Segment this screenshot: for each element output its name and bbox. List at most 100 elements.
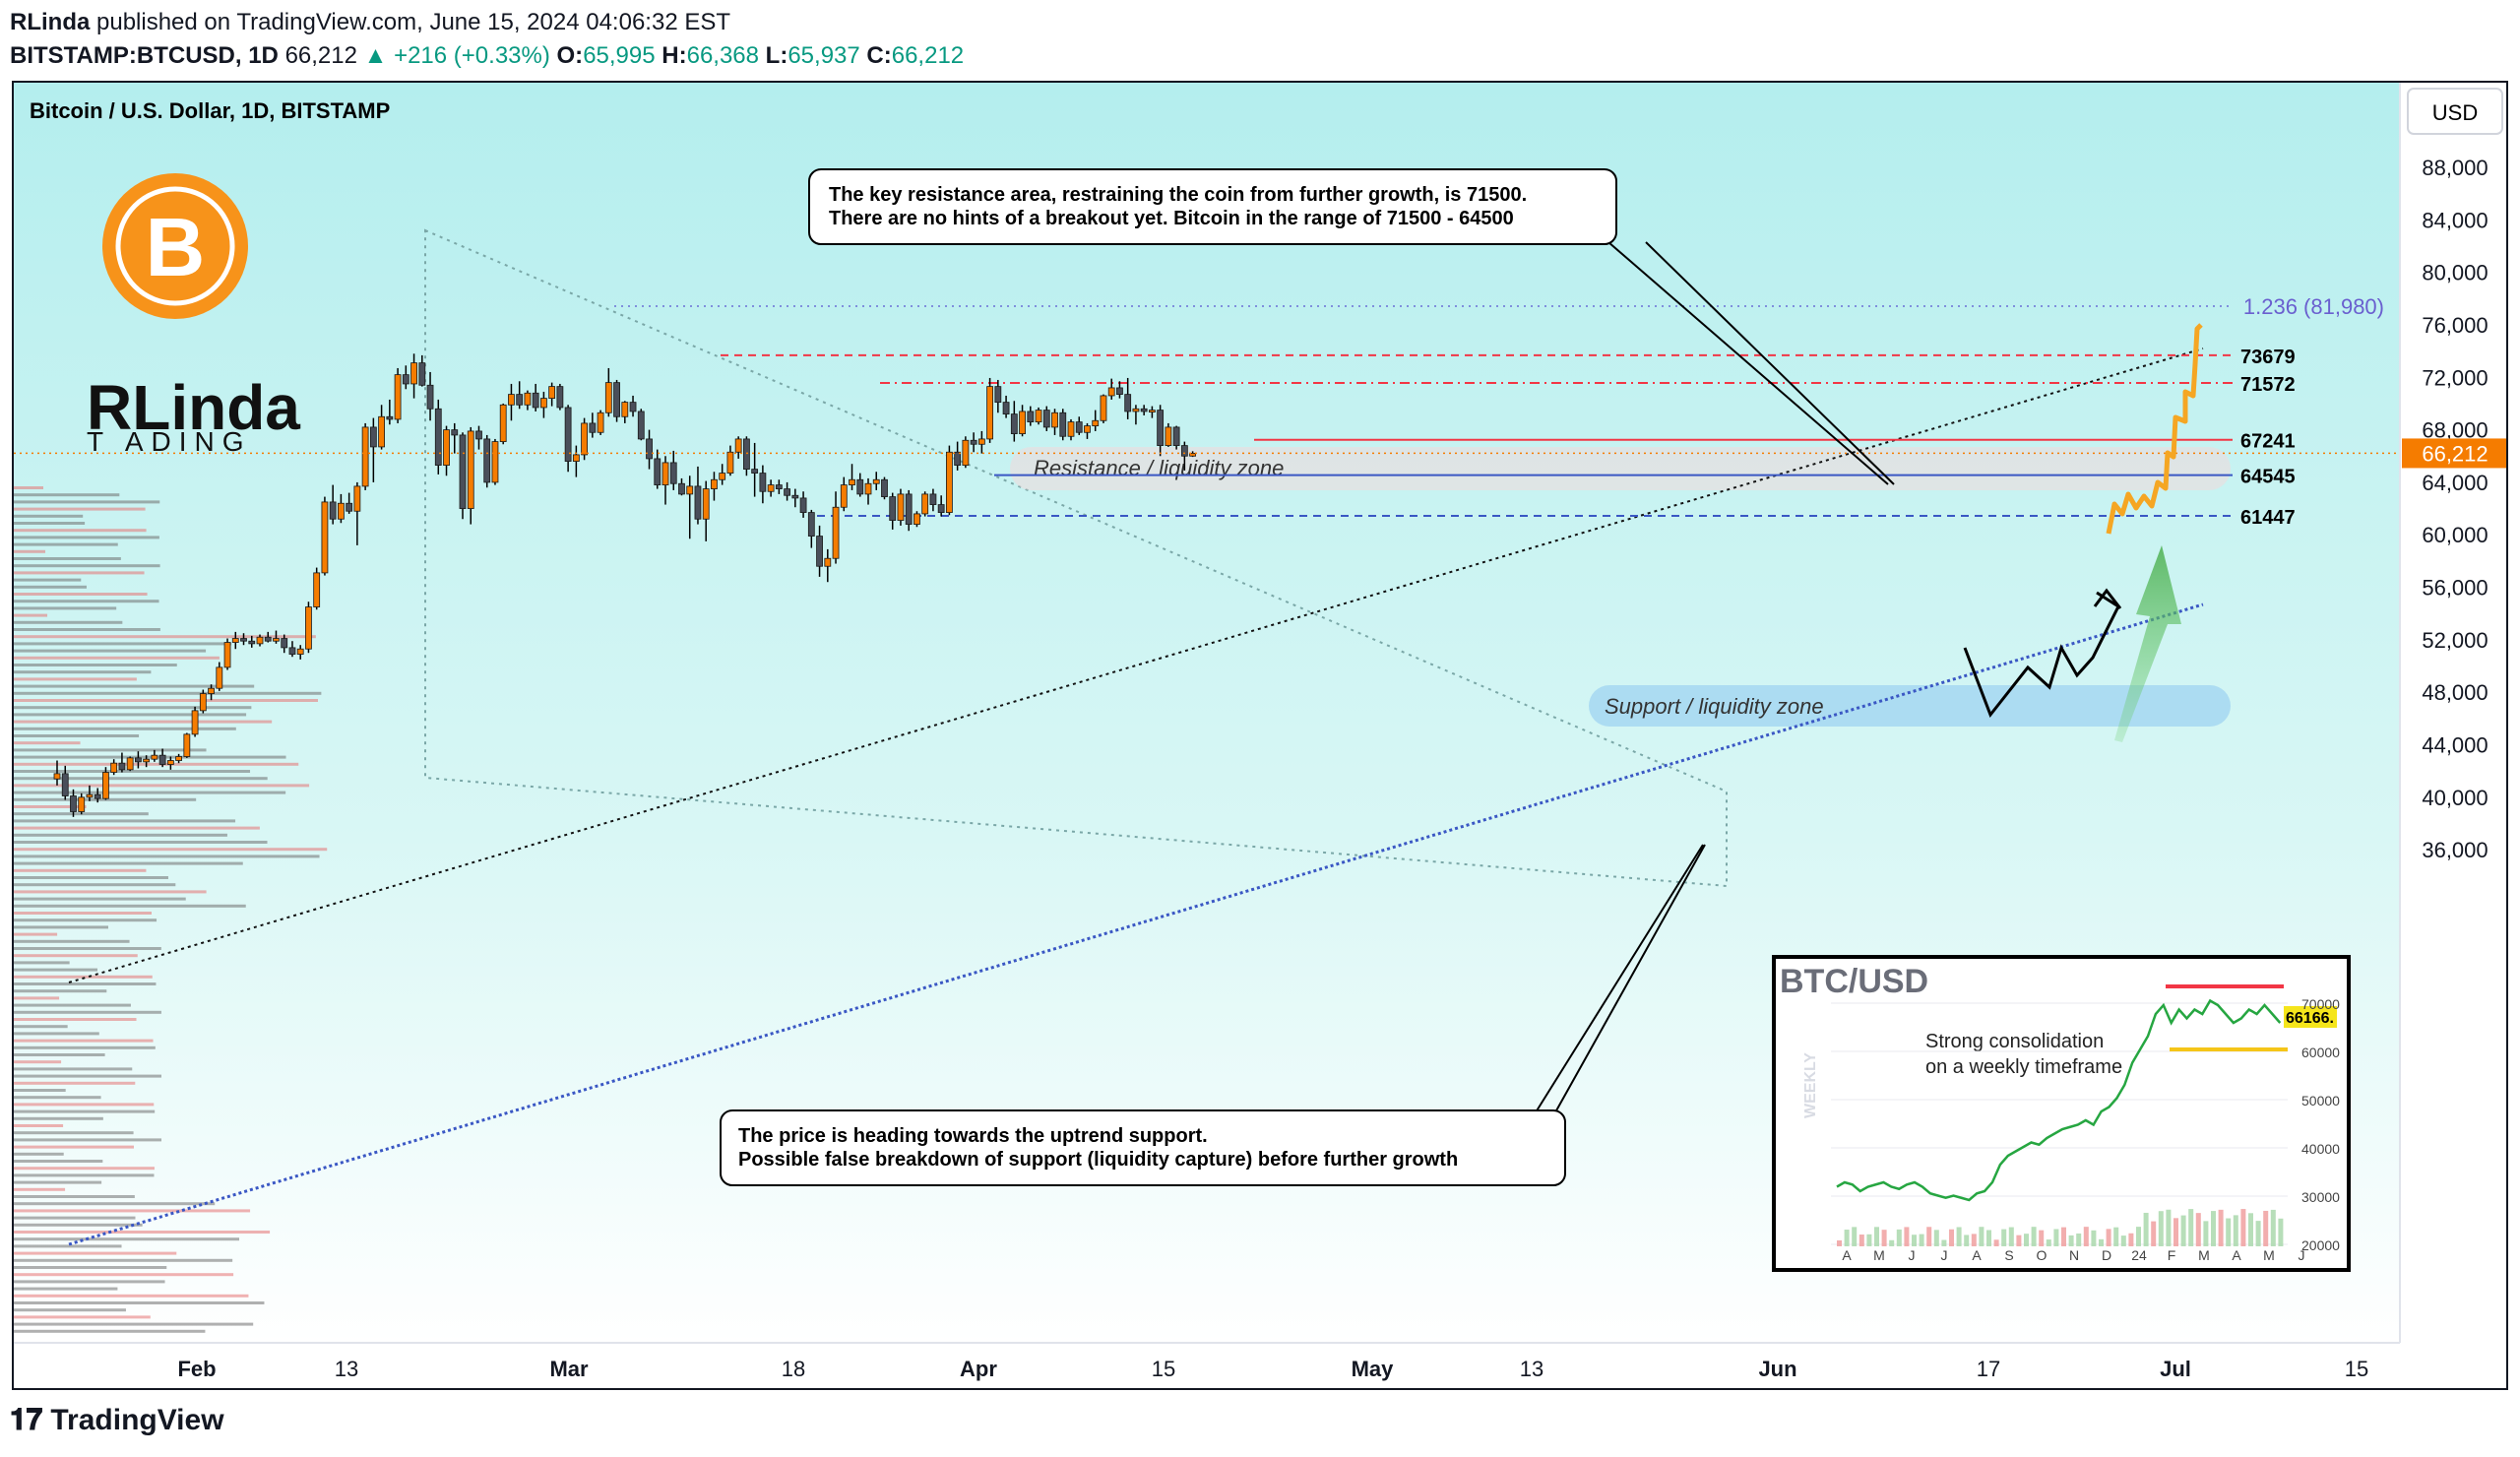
volume-profile-bar bbox=[14, 755, 286, 759]
inset-volume-bar bbox=[1926, 1227, 1932, 1246]
inset-volume-bar bbox=[1941, 1239, 1947, 1246]
volume-profile-bar bbox=[14, 1138, 161, 1142]
volume-profile-bar bbox=[14, 684, 255, 688]
inset-x-tick: M bbox=[1873, 1247, 1885, 1263]
candle-body bbox=[1027, 411, 1035, 423]
candle-body bbox=[1132, 408, 1140, 412]
candle-body bbox=[353, 485, 361, 512]
inset-price-tag bbox=[2284, 1006, 2337, 1028]
inset-volume-bar bbox=[2091, 1230, 2097, 1246]
candle-body bbox=[791, 494, 799, 499]
price-axis-tick: 84,000 bbox=[2422, 208, 2488, 232]
inset-volume-bar bbox=[2039, 1230, 2045, 1246]
inset-x-tick: M bbox=[2263, 1247, 2275, 1263]
inset-volume-bar bbox=[2046, 1239, 2051, 1246]
volume-profile-bar bbox=[14, 1010, 161, 1014]
volume-profile-bar bbox=[14, 1109, 156, 1113]
chart-frame[interactable]: Resistance / liquidity zone Support / li… bbox=[12, 81, 2508, 1390]
volume-profile-bar bbox=[14, 848, 328, 852]
volume-profile-bar bbox=[14, 961, 70, 965]
price-chart[interactable]: Resistance / liquidity zone Support / li… bbox=[14, 83, 2508, 1390]
inset-volume-bar bbox=[2120, 1235, 2126, 1246]
volume-profile-bar bbox=[14, 571, 145, 575]
inset-x-tick: J bbox=[1909, 1247, 1916, 1263]
time-axis[interactable]: Feb 13 Mar 18 Apr 15 May 13 Jun 17 Jul 15 bbox=[177, 1357, 2368, 1381]
time-axis-tick: Apr bbox=[960, 1357, 997, 1381]
candle-body bbox=[604, 382, 612, 413]
candle-body bbox=[719, 473, 726, 480]
inset-volume-bar bbox=[2008, 1227, 2014, 1246]
volume-profile-bar bbox=[14, 819, 236, 823]
volume-profile-bar bbox=[14, 1329, 206, 1333]
inset-volume-bar bbox=[1979, 1227, 1984, 1246]
candle-body bbox=[1035, 410, 1042, 423]
volume-profile-bar bbox=[14, 868, 147, 872]
volume-profile-bar bbox=[14, 585, 87, 589]
candle-body bbox=[1051, 412, 1058, 428]
volume-profile-bar bbox=[14, 542, 118, 546]
volume-profile-bar bbox=[14, 613, 48, 617]
candle-body bbox=[313, 572, 321, 607]
inset-x-tick: N bbox=[2069, 1247, 2079, 1263]
volume-profile-bar bbox=[14, 1308, 126, 1312]
volume-profile-bar bbox=[14, 1315, 151, 1319]
candle-body bbox=[767, 484, 775, 492]
time-axis-tick: Mar bbox=[549, 1357, 589, 1381]
inset-x-tick: A bbox=[2232, 1247, 2241, 1263]
candle-body bbox=[151, 754, 158, 760]
price-axis-tick: 36,000 bbox=[2422, 838, 2488, 862]
inset-volume-bar bbox=[2128, 1233, 2134, 1246]
volume-profile-bar bbox=[14, 826, 260, 830]
candle-body bbox=[1010, 413, 1018, 434]
candle-body bbox=[1189, 453, 1196, 457]
candle-body bbox=[872, 478, 880, 484]
inset-y-tick: 60000 bbox=[2301, 1045, 2340, 1060]
time-axis-tick: 13 bbox=[1520, 1357, 1544, 1381]
volume-profile-bar bbox=[14, 912, 152, 915]
volume-profile-bar bbox=[14, 1124, 64, 1127]
candle-body bbox=[1075, 421, 1083, 433]
time-axis-tick: 18 bbox=[782, 1357, 805, 1381]
inset-volume-bar bbox=[1874, 1227, 1879, 1246]
candle-body bbox=[646, 438, 653, 460]
author-name[interactable]: RLinda bbox=[10, 9, 91, 35]
inset-volume-bar bbox=[1904, 1227, 1910, 1246]
volume-profile-bar bbox=[14, 564, 160, 568]
inset-y-tick: 20000 bbox=[2301, 1237, 2340, 1253]
volume-profile-bar bbox=[14, 1067, 133, 1071]
volume-profile-bar bbox=[14, 784, 310, 788]
chart-title: Bitcoin / U.S. Dollar, 1D, BITSTAMP bbox=[30, 98, 390, 123]
level-label: 64545 bbox=[2240, 467, 2296, 488]
volume-profile-bar bbox=[14, 1195, 135, 1198]
candle-body bbox=[70, 795, 77, 812]
inset-volume-bar bbox=[2001, 1229, 2007, 1246]
candle-body bbox=[135, 757, 142, 763]
price-axis-background bbox=[2400, 83, 2506, 1388]
inset-volume-bar bbox=[2218, 1209, 2224, 1246]
high-label: H: bbox=[662, 42, 687, 69]
volume-profile-bar bbox=[14, 805, 87, 808]
inset-x-tick: D bbox=[2102, 1247, 2111, 1263]
candle-body bbox=[711, 478, 718, 489]
volume-profile-bar bbox=[14, 925, 108, 929]
volume-profile-bar bbox=[14, 919, 158, 922]
inset-volume-bar bbox=[2195, 1213, 2201, 1246]
price-axis[interactable]: 36,000 40,000 44,000 48,000 52,000 56,000 60,0… bbox=[2422, 156, 2488, 862]
candle-body bbox=[524, 392, 532, 406]
inset-volume-bar bbox=[1933, 1230, 1939, 1246]
candle-body bbox=[824, 557, 832, 567]
footer-brand[interactable]: TradingView bbox=[50, 1404, 224, 1436]
candle-body bbox=[240, 638, 247, 642]
candle-body bbox=[273, 638, 280, 642]
volume-profile-bar bbox=[14, 904, 246, 908]
currency-button-label[interactable]: USD bbox=[2432, 100, 2478, 125]
candle-body bbox=[475, 430, 482, 440]
candle-body bbox=[305, 606, 312, 650]
volume-profile-bar bbox=[14, 975, 153, 979]
currency-button[interactable] bbox=[2407, 88, 2503, 135]
candle-body bbox=[669, 462, 677, 484]
inset-y-tick: 50000 bbox=[2301, 1093, 2340, 1109]
rlinda-brand-trading: T ADING bbox=[87, 426, 252, 457]
volume-profile-bar bbox=[14, 493, 120, 497]
level-label: 73679 bbox=[2240, 347, 2296, 368]
